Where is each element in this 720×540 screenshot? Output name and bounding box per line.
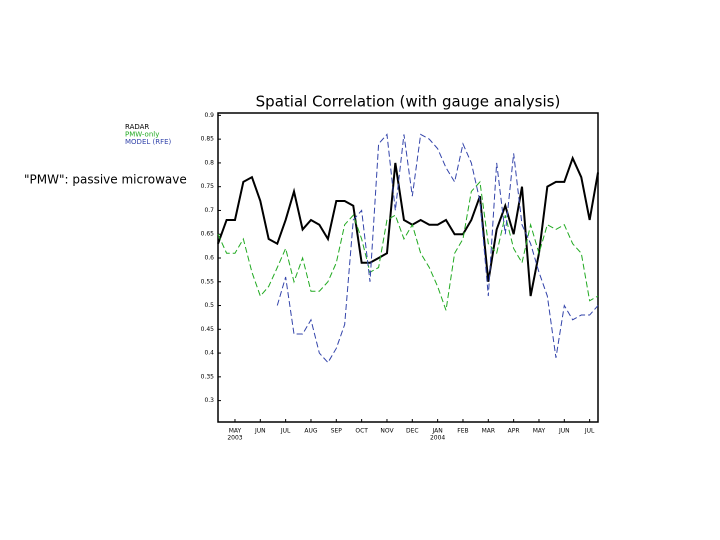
y-tick-label: 0.6 <box>204 254 214 261</box>
x-tick-label: JUN <box>558 428 570 435</box>
y-tick-label: 0.65 <box>201 231 215 238</box>
plot-frame <box>217 112 599 423</box>
x-tick-label: JUL <box>584 428 595 435</box>
x-tick-label: AUG <box>304 428 317 435</box>
y-tick-label: 0.55 <box>201 278 215 285</box>
y-tick-label: 0.3 <box>204 397 214 404</box>
y-tick-label: 0.9 <box>204 112 214 119</box>
x-tick-label: MAY <box>229 428 242 435</box>
y-tick-label: 0.4 <box>204 350 214 357</box>
chart-title: Spatial Correlation (with gauge analysis… <box>256 93 561 111</box>
y-tick-label: 0.75 <box>201 183 215 190</box>
x-tick-label: MAR <box>482 428 495 435</box>
y-tick-label: 0.35 <box>201 373 215 380</box>
annotation: "PMW": passive microwave <box>24 173 187 187</box>
y-tick-label: 0.45 <box>201 326 215 333</box>
x-tick-label: JUL <box>280 428 291 435</box>
x-tick-label: SEP <box>331 428 343 435</box>
data-line <box>217 155 599 297</box>
y-tick-label: 0.8 <box>204 159 214 166</box>
x-tick-label: JAN <box>432 428 443 435</box>
legend-label: RADAR <box>125 123 149 131</box>
y-tick-label: 0.7 <box>204 207 214 214</box>
y-tick-label: 0.85 <box>201 136 215 143</box>
y-tick-label: 0.5 <box>204 302 214 309</box>
data-line <box>217 180 599 311</box>
year-label: 2004 <box>430 435 445 442</box>
legend-label: MODEL (RFE) <box>125 138 172 146</box>
x-tick-label: OCT <box>355 428 368 435</box>
x-tick-label: NOV <box>380 428 394 435</box>
legend-label: PMW-only <box>125 131 159 139</box>
data-line <box>276 133 599 364</box>
x-tick-label: JUN <box>254 428 266 435</box>
year-label: 2003 <box>227 435 242 442</box>
x-tick-label: FEB <box>457 428 468 435</box>
x-tick-label: DEC <box>406 428 419 435</box>
x-tick-label: MAY <box>533 428 546 435</box>
x-tick-label: APR <box>508 428 520 435</box>
